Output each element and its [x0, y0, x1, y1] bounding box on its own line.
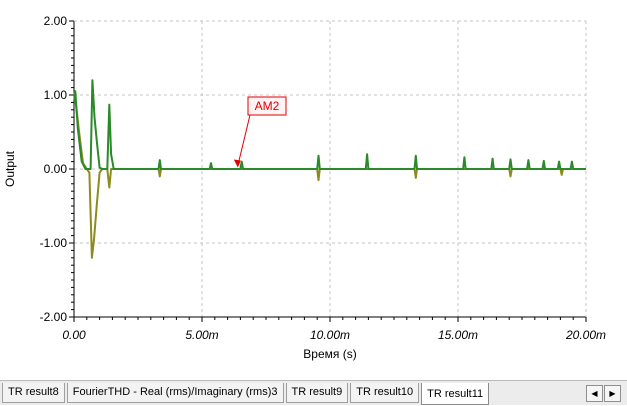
chart-area: 2.00 1.00 0.00 -1.00 -2.00 0.00 5.00m 10.00m 15.… — [3, 14, 606, 361]
y-axis-title: Output — [3, 150, 17, 187]
chart-svg: 2.00 1.00 0.00 -1.00 -2.00 0.00 5.00m 10.00m 15.… — [3, 14, 606, 361]
x-tick-label-2: 10.00m — [310, 328, 350, 342]
annotation-leader — [237, 114, 251, 166]
scroll-right-button[interactable]: ▶ — [604, 385, 621, 402]
tab-1[interactable]: TR result8 — [2, 383, 65, 403]
result-tab-bar: TR result8 FourierTHD - Real (rms)/Imagin… — [0, 380, 627, 405]
x-tick-label-0: 0.00 — [62, 328, 86, 342]
annotation-arrowhead — [233, 159, 241, 168]
y-tick-label-3: -1.00 — [40, 236, 68, 250]
y-tick-label-2: 0.00 — [44, 162, 68, 176]
x-axis-title: Время (s) — [303, 347, 356, 361]
y-tick-label-0: 2.00 — [44, 14, 68, 28]
tab-list: TR result8 FourierTHD - Real (rms)/Imagin… — [2, 383, 491, 405]
series-line-1 — [73, 91, 586, 259]
y-tick-label-1: 1.00 — [44, 88, 68, 102]
tab-2[interactable]: FourierTHD - Real (rms)/Imaginary (rms)3 — [66, 383, 284, 403]
tab-3[interactable]: TR result9 — [285, 383, 349, 403]
tab-5[interactable]: TR result11 — [421, 383, 490, 405]
y-tick-label-4: -2.00 — [40, 310, 68, 324]
tab-4[interactable]: TR result10 — [350, 383, 420, 403]
x-tick-label-3: 15.00m — [438, 328, 478, 342]
annotation-label: AM2 — [255, 99, 280, 113]
x-tick-label-1: 5.00m — [185, 328, 218, 342]
series-line-2 — [73, 79, 586, 170]
annotation-box — [247, 96, 287, 116]
scroll-left-button[interactable]: ◀ — [586, 385, 603, 402]
tab-scroll-buttons: ◀ ▶ — [585, 385, 621, 402]
x-tick-label-4: 20.00m — [565, 328, 606, 342]
